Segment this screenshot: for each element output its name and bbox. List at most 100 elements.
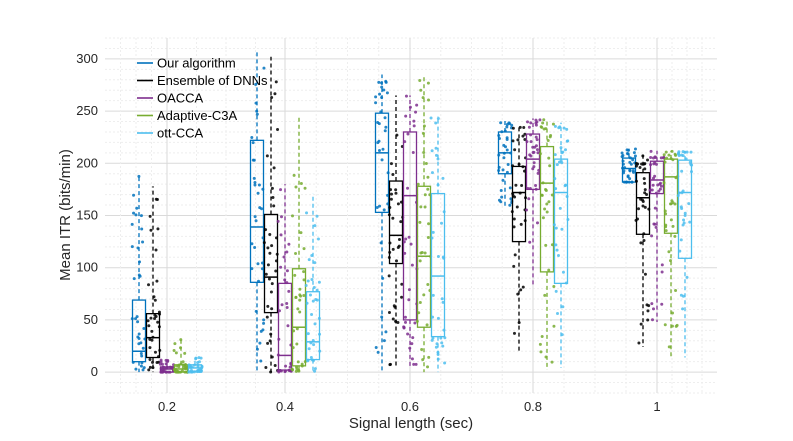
data-point	[253, 245, 257, 249]
data-point	[375, 206, 379, 210]
data-point	[402, 326, 406, 330]
data-point	[311, 339, 315, 343]
data-point	[664, 229, 668, 233]
data-point	[643, 272, 647, 276]
data-point	[518, 191, 522, 195]
data-point	[265, 315, 269, 319]
data-point	[399, 220, 403, 224]
data-point	[660, 270, 664, 274]
x-axis-label: Signal length (sec)	[349, 415, 473, 432]
data-point	[628, 168, 632, 172]
data-point	[542, 118, 546, 122]
data-point	[557, 160, 561, 164]
data-point	[285, 281, 289, 285]
data-point	[318, 332, 322, 336]
data-point	[426, 81, 430, 85]
data-point	[269, 332, 273, 336]
y-tick-label: 150	[76, 208, 98, 223]
data-point	[313, 322, 317, 326]
data-point	[256, 191, 260, 195]
data-point	[270, 244, 274, 248]
data-point	[547, 156, 551, 160]
data-point	[166, 359, 170, 363]
data-point	[528, 153, 532, 157]
data-point	[287, 289, 291, 293]
data-point	[442, 210, 446, 214]
data-point	[150, 338, 154, 342]
data-point	[156, 227, 160, 231]
data-point	[147, 283, 151, 287]
data-point	[621, 159, 625, 163]
data-point	[266, 304, 270, 308]
data-point	[294, 369, 298, 373]
data-point	[262, 321, 266, 325]
data-point	[280, 303, 284, 307]
data-point	[394, 188, 398, 192]
data-point	[303, 186, 307, 190]
data-point	[535, 221, 539, 225]
data-point	[250, 242, 254, 246]
data-point	[560, 333, 564, 337]
data-point	[636, 162, 640, 166]
data-point	[380, 95, 384, 99]
data-point	[184, 365, 188, 369]
data-point	[657, 189, 661, 193]
data-point	[544, 188, 548, 192]
data-point	[518, 125, 522, 129]
data-point	[511, 126, 515, 130]
data-point	[427, 222, 431, 226]
data-point	[137, 273, 141, 277]
data-point	[294, 252, 298, 256]
data-point	[505, 170, 509, 174]
data-point	[544, 355, 548, 359]
data-point	[659, 156, 663, 160]
data-point	[633, 147, 637, 151]
data-point	[406, 132, 410, 136]
data-point	[436, 183, 440, 187]
data-point	[538, 118, 542, 122]
data-point	[274, 236, 278, 240]
data-point	[529, 140, 533, 144]
data-point	[540, 125, 544, 129]
data-point	[620, 151, 624, 155]
data-point	[628, 156, 632, 160]
data-point	[384, 330, 388, 334]
data-point	[517, 162, 521, 166]
data-point	[270, 355, 274, 359]
data-point	[377, 149, 381, 153]
data-point	[192, 363, 196, 367]
data-point	[430, 236, 434, 240]
data-point	[645, 193, 649, 197]
y-tick-label: 300	[76, 51, 98, 66]
data-point	[261, 328, 265, 332]
data-point	[522, 125, 526, 129]
data-point	[380, 315, 384, 319]
data-point	[383, 116, 387, 120]
data-point	[497, 136, 501, 140]
data-point	[670, 324, 674, 328]
data-point	[285, 301, 289, 305]
data-point	[440, 341, 444, 345]
data-point	[276, 353, 280, 357]
series-oacca	[158, 94, 666, 374]
data-point	[306, 279, 310, 283]
data-point	[197, 369, 201, 373]
series-our-algorithm	[130, 49, 637, 373]
data-point	[664, 225, 668, 229]
data-point	[525, 208, 529, 212]
data-point	[273, 363, 277, 367]
data-point	[302, 270, 306, 274]
data-point	[289, 343, 293, 347]
data-point	[660, 263, 664, 267]
data-point	[298, 287, 302, 291]
data-point	[517, 321, 521, 325]
data-point	[299, 231, 303, 235]
data-point	[534, 121, 538, 125]
data-point	[508, 186, 512, 190]
data-point	[379, 110, 383, 114]
data-point	[426, 236, 430, 240]
data-point	[679, 293, 683, 297]
data-point	[255, 112, 259, 116]
data-point	[140, 361, 144, 365]
data-point	[310, 313, 314, 317]
